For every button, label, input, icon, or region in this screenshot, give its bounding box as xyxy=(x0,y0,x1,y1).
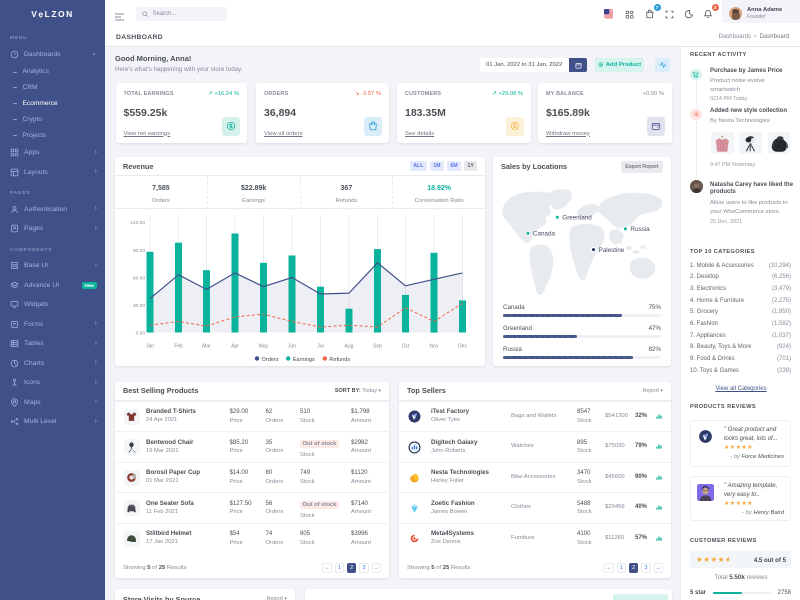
svg-text:Jul: Jul xyxy=(317,344,323,350)
svg-text:90.00: 90.00 xyxy=(133,248,145,254)
svg-text:Orders: Orders xyxy=(262,357,279,363)
svg-text:120.00: 120.00 xyxy=(130,220,145,226)
svg-text:Feb: Feb xyxy=(174,344,183,350)
svg-text:Refunds: Refunds xyxy=(329,357,350,363)
svg-text:Palestine: Palestine xyxy=(599,247,625,254)
svg-text:Earnings: Earnings xyxy=(293,357,315,363)
svg-text:60.00: 60.00 xyxy=(133,275,145,281)
svg-text:Sep: Sep xyxy=(373,344,382,350)
svg-text:Oct: Oct xyxy=(402,344,410,350)
svg-text:May: May xyxy=(259,344,269,350)
svg-text:Russia: Russia xyxy=(630,226,650,233)
svg-text:Aug: Aug xyxy=(345,344,354,350)
svg-text:Greenland: Greenland xyxy=(562,215,592,222)
svg-text:Jun: Jun xyxy=(288,344,296,350)
svg-text:Canada: Canada xyxy=(533,231,556,238)
svg-text:Dec: Dec xyxy=(458,344,467,350)
svg-text:Apr: Apr xyxy=(231,344,239,350)
svg-text:0.00: 0.00 xyxy=(136,330,146,336)
svg-text:Nov: Nov xyxy=(430,344,439,350)
svg-text:Mar: Mar xyxy=(202,344,211,350)
svg-text:Jan: Jan xyxy=(146,344,154,350)
svg-text:30.00: 30.00 xyxy=(133,303,145,309)
